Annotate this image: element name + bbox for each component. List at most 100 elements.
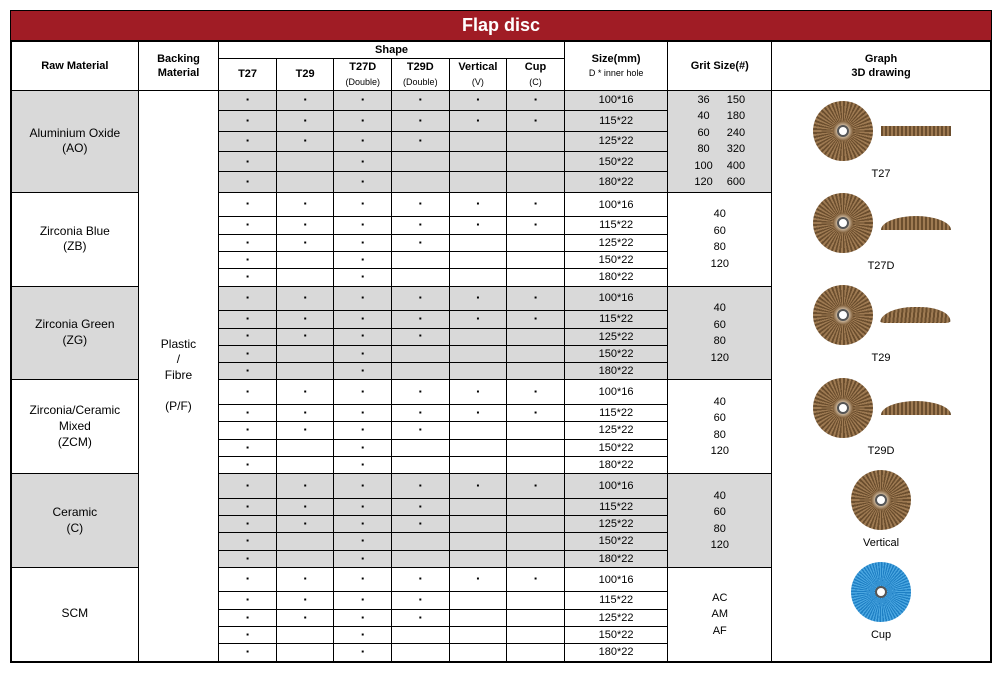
size-cell: 180*22 xyxy=(564,550,668,567)
shape-cell: ▪ xyxy=(392,422,450,439)
shape-cell: ▪ xyxy=(334,644,392,661)
shape-cell: ▪ xyxy=(334,516,392,533)
shape-cell xyxy=(507,439,565,456)
size-cell: 125*22 xyxy=(564,234,668,251)
shape-cell: ▪ xyxy=(219,498,277,515)
shape-cell: ▪ xyxy=(334,363,392,380)
shape-cell: ▪ xyxy=(219,252,277,269)
grit-cell: 406080120 xyxy=(668,286,772,380)
shape-cell xyxy=(449,363,507,380)
shape-cell: ▪ xyxy=(392,111,450,131)
shape-cell xyxy=(392,550,450,567)
graph-label: T27D xyxy=(776,259,986,273)
graph-item: T29 xyxy=(776,283,986,365)
shape-cell xyxy=(276,550,334,567)
graph-item: T27 xyxy=(776,99,986,181)
shape-cell xyxy=(449,131,507,151)
shape-cell xyxy=(507,252,565,269)
shape-cell: ▪ xyxy=(449,90,507,110)
shape-cell: ▪ xyxy=(334,328,392,345)
shape-cell: ▪ xyxy=(219,592,277,609)
shape-cell xyxy=(449,345,507,362)
shape-cell: ▪ xyxy=(219,345,277,362)
shape-cell xyxy=(449,533,507,550)
shape-cell xyxy=(449,498,507,515)
graph-cell: T27 T27D T29 T29D Vertical Cup xyxy=(772,90,991,661)
shape-cell: ▪ xyxy=(392,90,450,110)
shape-cell: ▪ xyxy=(219,172,277,192)
col-shape-T27: T27 xyxy=(219,59,277,91)
col-backing: BackingMaterial xyxy=(138,42,219,91)
shape-cell: ▪ xyxy=(507,404,565,421)
disc-icon xyxy=(813,101,873,161)
grit-cell: 406080120 xyxy=(668,474,772,568)
shape-cell xyxy=(507,627,565,644)
shape-cell: ▪ xyxy=(392,404,450,421)
shape-cell xyxy=(507,152,565,172)
shape-cell: ▪ xyxy=(334,269,392,286)
shape-cell: ▪ xyxy=(219,609,277,626)
shape-cell: ▪ xyxy=(219,567,277,592)
shape-cell xyxy=(392,363,450,380)
shape-cell: ▪ xyxy=(276,498,334,515)
size-cell: 125*22 xyxy=(564,131,668,151)
size-cell: 150*22 xyxy=(564,345,668,362)
shape-cell xyxy=(507,592,565,609)
shape-cell: ▪ xyxy=(334,474,392,499)
shape-cell xyxy=(276,456,334,473)
graph-label: T27 xyxy=(776,167,986,181)
shape-cell xyxy=(507,269,565,286)
shape-cell: ▪ xyxy=(449,380,507,405)
col-shape: Shape xyxy=(219,42,565,59)
shape-cell: ▪ xyxy=(219,380,277,405)
graph-item: Vertical xyxy=(776,468,986,550)
shape-cell: ▪ xyxy=(334,345,392,362)
graph-item: Cup xyxy=(776,560,986,642)
size-cell: 115*22 xyxy=(564,111,668,131)
shape-cell: ▪ xyxy=(219,217,277,234)
shape-cell: ▪ xyxy=(276,592,334,609)
col-raw-material: Raw Material xyxy=(12,42,139,91)
size-cell: 100*16 xyxy=(564,286,668,311)
table-title: Flap disc xyxy=(11,11,991,41)
shape-cell: ▪ xyxy=(334,550,392,567)
shape-cell: ▪ xyxy=(392,380,450,405)
shape-cell xyxy=(392,627,450,644)
shape-cell: ▪ xyxy=(392,498,450,515)
shape-cell: ▪ xyxy=(276,422,334,439)
shape-cell: ▪ xyxy=(507,474,565,499)
shape-cell xyxy=(276,439,334,456)
disc-side-icon xyxy=(881,401,951,415)
shape-cell xyxy=(392,533,450,550)
shape-cell xyxy=(507,533,565,550)
shape-cell: ▪ xyxy=(334,592,392,609)
shape-cell: ▪ xyxy=(219,363,277,380)
shape-cell: ▪ xyxy=(219,152,277,172)
shape-cell xyxy=(276,363,334,380)
shape-cell xyxy=(449,234,507,251)
shape-cell: ▪ xyxy=(507,380,565,405)
shape-cell: ▪ xyxy=(334,252,392,269)
shape-cell xyxy=(392,269,450,286)
shape-cell xyxy=(392,644,450,661)
shape-cell: ▪ xyxy=(219,516,277,533)
shape-cell: ▪ xyxy=(219,192,277,217)
size-cell: 180*22 xyxy=(564,269,668,286)
shape-cell xyxy=(276,533,334,550)
shape-cell: ▪ xyxy=(449,217,507,234)
shape-cell: ▪ xyxy=(219,131,277,151)
shape-cell xyxy=(392,152,450,172)
shape-cell xyxy=(276,627,334,644)
shape-cell xyxy=(507,498,565,515)
raw-material-cell: Aluminium Oxide(AO) xyxy=(12,90,139,192)
size-cell: 150*22 xyxy=(564,252,668,269)
shape-cell: ▪ xyxy=(276,567,334,592)
shape-cell: ▪ xyxy=(507,286,565,311)
shape-cell xyxy=(507,363,565,380)
shape-cell: ▪ xyxy=(219,404,277,421)
shape-cell xyxy=(392,439,450,456)
disc-side-icon xyxy=(880,307,952,323)
shape-cell: ▪ xyxy=(334,311,392,328)
graph-label: T29 xyxy=(776,351,986,365)
shape-cell: ▪ xyxy=(507,311,565,328)
